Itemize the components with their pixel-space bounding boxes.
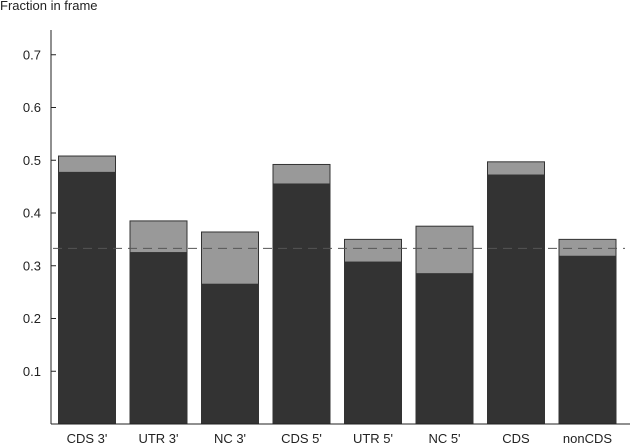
bar-lower-2 bbox=[129, 252, 188, 425]
axes-group bbox=[50, 30, 630, 425]
x-tick-label-6: NC 5' bbox=[428, 431, 460, 446]
bar-lower-5 bbox=[344, 261, 402, 425]
y-tick-label-6: 0.6 bbox=[23, 100, 41, 115]
x-tick-label-7: CDS bbox=[502, 431, 530, 446]
y-ticks-group: 0.1 0.2 0.3 0.4 0.5 0.6 0.7 bbox=[23, 47, 56, 379]
y-tick-label-5: 0.5 bbox=[23, 153, 41, 168]
x-tick-label-4: CDS 5' bbox=[281, 431, 322, 446]
bar-lower-1 bbox=[58, 171, 116, 425]
y-tick-label-2: 0.2 bbox=[23, 311, 41, 326]
x-tick-label-2: UTR 3' bbox=[138, 431, 178, 446]
x-tick-label-1: CDS 3' bbox=[67, 431, 108, 446]
bar-lower-3 bbox=[201, 283, 259, 425]
bar-lower-6 bbox=[415, 273, 474, 425]
y-tick-label-3: 0.3 bbox=[23, 258, 41, 273]
x-labels-group: CDS 3' UTR 3' NC 3' CDS 5' UTR 5' NC 5' CDS non… bbox=[67, 431, 613, 446]
bar-lower-8 bbox=[558, 255, 617, 425]
y-tick-label-4: 0.4 bbox=[23, 206, 41, 221]
x-tick-label-5: UTR 5' bbox=[353, 431, 393, 446]
y-tick-label-1: 0.1 bbox=[23, 364, 41, 379]
bars-group bbox=[58, 155, 617, 425]
bar-lower-7 bbox=[487, 174, 545, 425]
bar-lower-4 bbox=[272, 183, 331, 425]
y-tick-label-7: 0.7 bbox=[23, 47, 41, 62]
x-tick-label-3: NC 3' bbox=[214, 431, 246, 446]
x-tick-label-8: nonCDS bbox=[563, 431, 612, 446]
y-axis-title: Fraction in frame bbox=[0, 0, 98, 13]
